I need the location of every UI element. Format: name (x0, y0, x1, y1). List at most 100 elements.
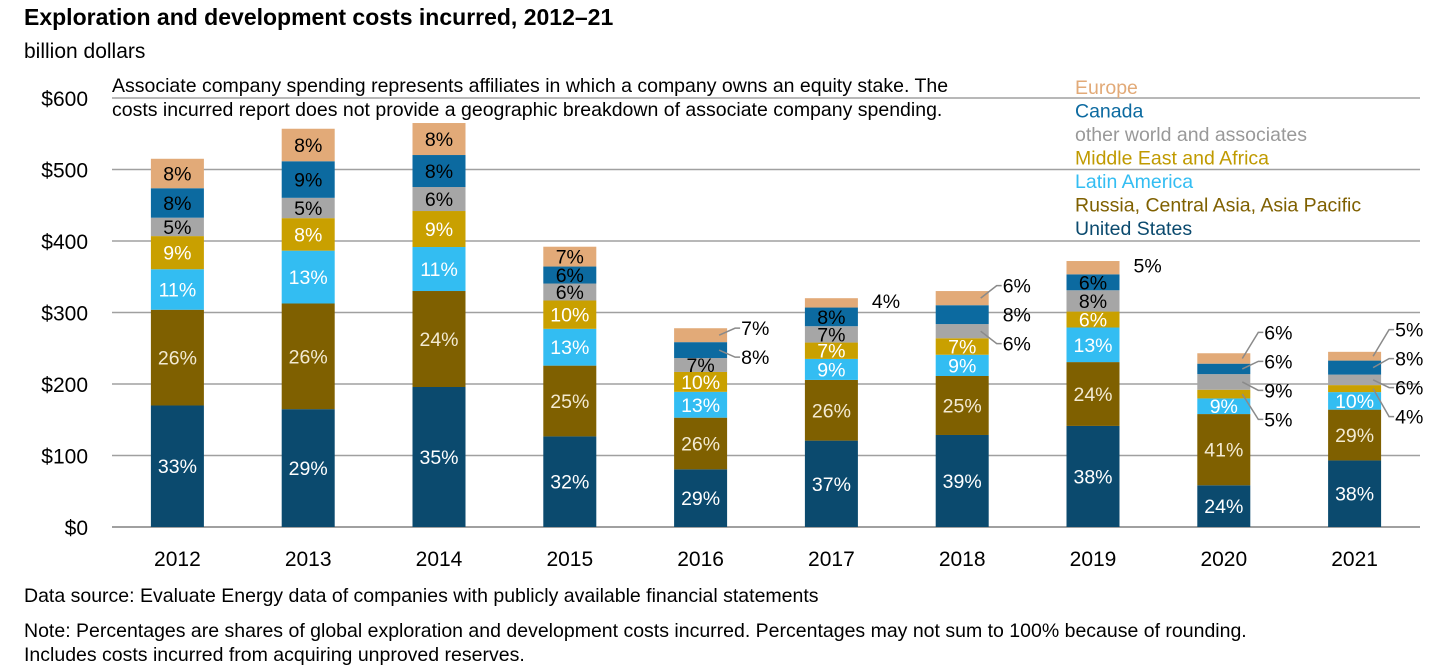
data-label: 37% (812, 474, 851, 496)
data-label-outside: 8% (1395, 349, 1423, 371)
bar-segment-2013-2 (281, 250, 335, 304)
bar-segment-2018-5 (935, 305, 989, 325)
data-label-outside: 4% (1395, 407, 1423, 429)
data-label: 32% (550, 472, 589, 494)
data-label: 9% (1210, 396, 1238, 418)
data-label: 33% (158, 456, 197, 478)
data-label: 6% (556, 282, 584, 304)
data-label-outside: 5% (1395, 320, 1423, 342)
bar-segment-2014-5 (412, 155, 466, 188)
legend-entry: Canada (1075, 101, 1143, 123)
bar-segment-2012-5 (150, 188, 204, 218)
annotation-line-2: costs incurred report does not provide a… (112, 99, 943, 121)
bar-segment-2017-4 (804, 326, 858, 343)
bar-segment-2019-3 (1066, 311, 1120, 328)
bar-segment-2013-4 (281, 197, 335, 219)
leader-line (1241, 331, 1264, 359)
bar-segment-2016-1 (674, 417, 728, 470)
bar-segment-2021-3 (1328, 385, 1382, 393)
bar-segment-2013-3 (281, 218, 335, 251)
x-tick-label: 2020 (1200, 548, 1247, 571)
bar-segment-2014-2 (412, 247, 466, 292)
data-label: 9% (294, 170, 322, 192)
data-label: 10% (550, 305, 589, 327)
x-tick-label: 2013 (285, 548, 332, 571)
bar-segment-2012-3 (150, 236, 204, 270)
bar-segment-2017-5 (804, 307, 858, 327)
data-label: 7% (687, 355, 715, 377)
bar-segment-2017-2 (804, 358, 858, 380)
bar-segment-2018-0 (935, 434, 989, 527)
x-tick-label: 2019 (1070, 548, 1117, 571)
data-label: 9% (817, 359, 845, 381)
legend-entry: Middle East and Africa (1075, 148, 1269, 170)
legend-entry: Europe (1075, 77, 1138, 99)
data-label-outside: 6% (1003, 276, 1031, 298)
annotation-line-1: Associate company spending represents af… (112, 75, 949, 97)
x-tick-label: 2012 (154, 548, 201, 571)
bar-segment-2012-0 (150, 405, 204, 527)
bar-segment-2013-1 (281, 303, 335, 410)
data-label: 38% (1073, 466, 1112, 488)
data-label: 7% (817, 341, 845, 363)
bar-segment-2019-5 (1066, 274, 1120, 291)
data-label-outside: 8% (1003, 305, 1031, 327)
data-label: 10% (681, 372, 720, 394)
bar-segment-2021-1 (1328, 409, 1382, 461)
bar-segment-2012-2 (150, 269, 204, 310)
bar-segment-2013-5 (281, 161, 335, 198)
bar-segment-2020-6 (1197, 353, 1251, 364)
legend-entry: United States (1075, 218, 1192, 240)
data-label: 8% (294, 224, 322, 246)
bar-segment-2021-0 (1328, 460, 1382, 527)
leader-line (718, 349, 741, 358)
bar-segment-2017-1 (804, 379, 858, 441)
data-label: 6% (1079, 310, 1107, 332)
data-label: 13% (550, 337, 589, 359)
bar-segment-2017-6 (804, 298, 858, 308)
y-tick-label: $100 (41, 446, 88, 469)
data-label: 5% (163, 217, 191, 239)
bar-segment-2020-3 (1197, 389, 1251, 399)
bar-segment-2019-4 (1066, 290, 1120, 312)
data-label: 7% (817, 324, 845, 346)
x-tick-label: 2018 (939, 548, 986, 571)
data-label: 9% (425, 219, 453, 241)
data-label: 25% (943, 395, 982, 417)
bar-segment-2019-2 (1066, 327, 1120, 363)
data-label-outside: 7% (741, 318, 769, 340)
data-label: 5% (294, 198, 322, 220)
data-label: 8% (163, 164, 191, 186)
data-label-outside: 5% (1134, 256, 1162, 278)
bar-segment-2020-1 (1197, 414, 1251, 486)
bar-segment-2021-4 (1328, 374, 1382, 386)
bar-segment-2016-4 (674, 358, 728, 372)
y-tick-label: $400 (41, 231, 88, 254)
y-tick-label: $0 (65, 517, 88, 540)
data-label: 11% (420, 259, 458, 281)
bar-segment-2016-3 (674, 371, 728, 392)
bar-segment-2015-3 (543, 300, 597, 329)
leader-line (980, 330, 1002, 345)
bar-segment-2021-5 (1328, 360, 1382, 375)
leader-line (1372, 388, 1395, 418)
chart-title: Exploration and development costs incurr… (24, 4, 614, 30)
bar-segment-2012-4 (150, 217, 204, 237)
data-label: 25% (550, 391, 589, 413)
data-label: 26% (681, 434, 720, 456)
bar-segment-2016-6 (674, 328, 728, 343)
bar-segment-2014-0 (412, 387, 466, 527)
data-label-outside: 4% (872, 291, 900, 313)
data-label-outside: 6% (1264, 351, 1292, 373)
data-label: 13% (289, 267, 328, 289)
bar-segment-2015-6 (543, 246, 597, 267)
data-label: 8% (163, 193, 191, 215)
x-tick-label: 2015 (546, 548, 593, 571)
data-label: 8% (425, 129, 453, 151)
data-label: 39% (943, 471, 982, 493)
data-label: 8% (425, 161, 453, 183)
data-label-outside: 6% (1003, 334, 1031, 356)
leader-line (718, 327, 741, 336)
bar-segment-2015-4 (543, 283, 597, 301)
bar-segment-2015-5 (543, 266, 597, 284)
